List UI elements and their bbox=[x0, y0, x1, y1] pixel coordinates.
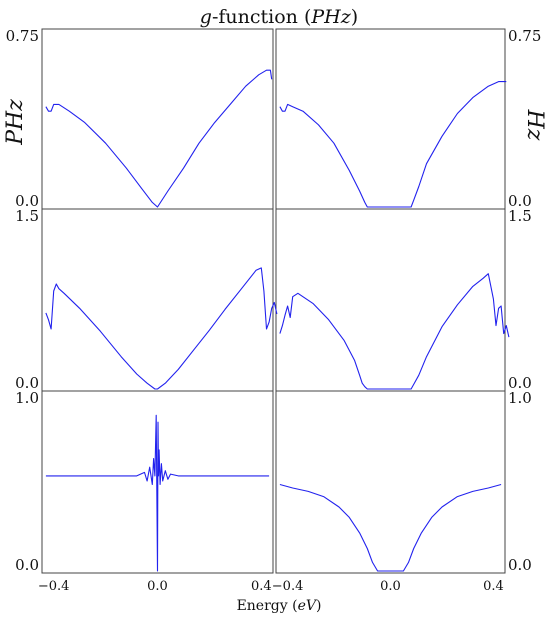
title-var: PHz bbox=[310, 6, 351, 28]
xtick-bottom-right-1: 0.0 bbox=[380, 579, 401, 594]
ytick-middle-left-1: 0.0 bbox=[15, 374, 39, 392]
ytick-top-left-0: 0.75 bbox=[6, 27, 39, 45]
panel-frame-middle-right bbox=[275, 208, 506, 392]
ytick-middle-right-1: 0.0 bbox=[508, 374, 532, 392]
xtick-bottom-left-2: 0.4 bbox=[251, 579, 272, 594]
ytick-middle-right-0: 1.5 bbox=[508, 207, 532, 225]
title-g: g bbox=[200, 6, 212, 28]
title-function: -function ( bbox=[212, 6, 311, 28]
ytick-top-right-0: 0.75 bbox=[508, 27, 541, 45]
ytick-bottom-right-1: 0.0 bbox=[508, 556, 532, 574]
curve-bottom-right-0 bbox=[279, 483, 502, 572]
panel-frame-middle-left bbox=[41, 208, 274, 392]
tick-labels: 0.750.00.750.01.50.01.50.01.00.0−0.4 0.0 0… bbox=[6, 27, 542, 594]
curve-top-right-0 bbox=[279, 81, 507, 208]
panel-frame-bottom-right bbox=[275, 390, 506, 574]
ytick-bottom-left-0: 1.0 bbox=[15, 389, 39, 407]
x-axis-label: Energy (eV) bbox=[237, 598, 322, 614]
figure-title: g-function (PHz) bbox=[200, 6, 358, 28]
xlabel-var: eV bbox=[298, 598, 318, 614]
title-close: ) bbox=[351, 6, 358, 28]
ytick-bottom-right-0: 1.0 bbox=[508, 389, 532, 407]
curve-middle-right-0 bbox=[279, 273, 510, 390]
xtick-bottom-left-0: −0.4 bbox=[38, 579, 70, 594]
panel-frame-top-right bbox=[275, 28, 506, 210]
left-y-axis-label: PHz bbox=[3, 99, 28, 146]
ytick-bottom-left-1: 0.0 bbox=[15, 556, 39, 574]
xtick-bottom-left-1: 0.0 bbox=[147, 579, 168, 594]
right-y-axis-label: Hz bbox=[522, 109, 547, 141]
ytick-middle-left-0: 1.5 bbox=[15, 207, 39, 225]
curve-bottom-left-0 bbox=[45, 414, 270, 572]
xlabel-close: ) bbox=[316, 598, 321, 614]
xlabel-text: Energy ( bbox=[237, 598, 298, 614]
panel-frames bbox=[41, 28, 506, 574]
ytick-top-right-1: 0.0 bbox=[508, 192, 532, 210]
panel-curves bbox=[45, 69, 510, 572]
panel-frame-top-left bbox=[41, 28, 274, 210]
curve-middle-left-0 bbox=[45, 267, 278, 390]
curve-top-left-0 bbox=[45, 69, 273, 208]
ytick-top-left-1: 0.0 bbox=[15, 192, 39, 210]
xtick-bottom-right-2: 0.4 bbox=[483, 579, 504, 594]
panel-frame-bottom-left bbox=[41, 390, 274, 574]
xtick-bottom-right-0: −0.4 bbox=[272, 579, 304, 594]
